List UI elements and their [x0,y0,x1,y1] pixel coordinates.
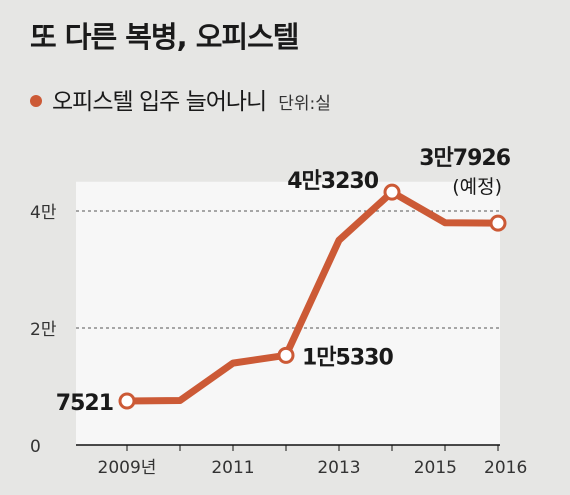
legend-marker [30,95,42,107]
legend: 오피스텔 입주 늘어나니 단위:실 [30,82,331,116]
chart-title: 또 다른 복병, 오피스텔 [30,20,299,54]
data-point-marker [383,183,401,201]
y-tick-label: 4만 [30,203,57,223]
x-tick-label: 2009년 [98,458,157,478]
x-tick-label: 2015 [414,458,457,478]
data-label: 3만7926 [419,146,510,171]
unit-label: 단위:실 [278,94,331,114]
data-label-note: (예정) [452,176,502,198]
x-tick-label: 2011 [211,458,254,478]
legend-label: 오피스텔 입주 늘어나니 [52,89,267,115]
y-tick-label: 0 [30,437,41,457]
series-line [123,188,502,405]
data-label: 7521 [56,391,113,416]
x-tick-label: 2013 [317,458,360,478]
data-label: 1만5330 [302,345,393,370]
x-tick-label: 2016 [484,458,527,478]
data-label: 4만3230 [287,169,378,194]
y-tick-label: 2만 [30,320,57,340]
data-point-marker [118,392,136,410]
data-point-marker [489,214,507,232]
data-point-marker [277,346,295,364]
